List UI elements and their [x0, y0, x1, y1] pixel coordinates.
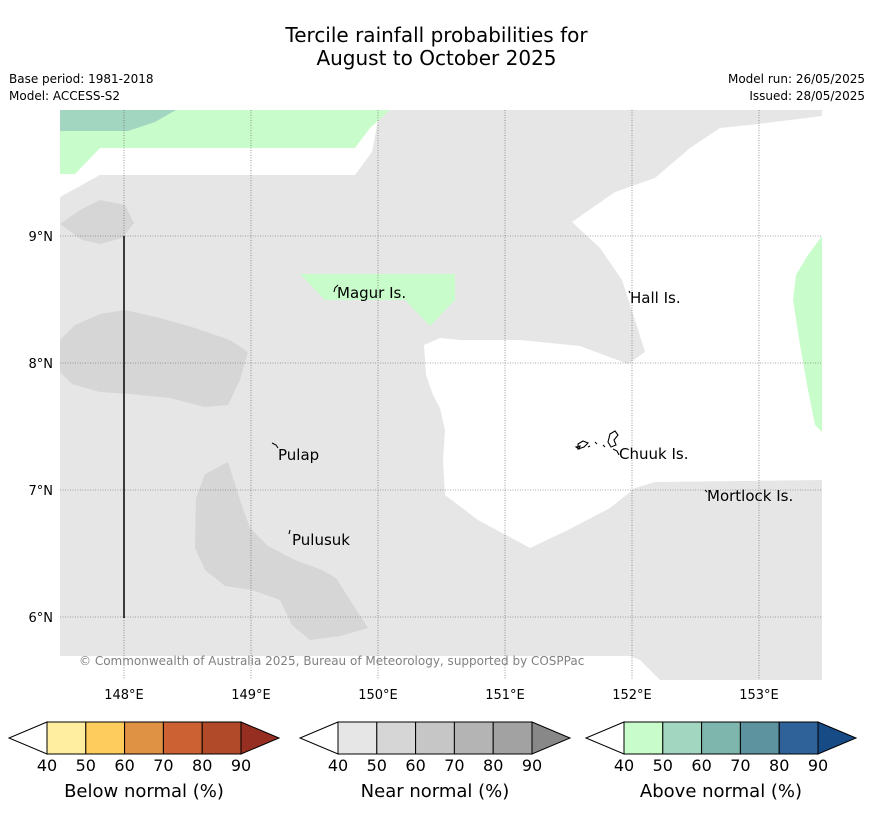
near-normal-50-region-south [195, 462, 368, 640]
below-normal-colorbar-segment [124, 721, 164, 755]
header-left: Base period: 1981-2018 Model: ACCESS-S2 [9, 71, 154, 105]
below-normal-colorbar-upper-arrow [240, 721, 281, 755]
near-normal-colorbar-upper-arrow [531, 721, 572, 755]
above-normal-colorbar-segment [739, 721, 780, 755]
lon-label-150e: 150°E [358, 688, 398, 703]
above-normal-colorbar-tick-label: 90 [808, 756, 828, 775]
map-plot-area: Magur Is. Hall Is. Pulap Chuuk Is. Mortl… [60, 110, 822, 680]
near-normal-colorbar-tick-label: 70 [444, 756, 464, 775]
map-title-line-1: Tercile rainfall probabilities for [285, 23, 588, 47]
lon-label-153e: 153°E [739, 688, 779, 703]
above-normal-colorbar-segment [623, 721, 664, 755]
above-normal-colorbar-tick-label: 40 [614, 756, 634, 775]
lon-label-148e: 148°E [104, 688, 144, 703]
place-label-magur: Magur Is. [337, 284, 406, 302]
near-normal-colorbar-segment [415, 721, 455, 755]
above-normal-colorbar-tick-label: 60 [691, 756, 711, 775]
base-period-text: Base period: 1981-2018 [9, 72, 154, 86]
island-mortlock [704, 489, 708, 493]
island-hall [628, 290, 631, 294]
lon-label-149e: 149°E [231, 688, 271, 703]
below-normal-colorbar-tick-label: 70 [153, 756, 173, 775]
latitude-labels: 9°N 8°N 7°N 6°N [29, 230, 54, 626]
below-normal-colorbar-tick-label: 50 [76, 756, 96, 775]
above-normal-colorbar-label: Above normal (%) [640, 781, 802, 802]
near-normal-colorbar-tick-label: 60 [405, 756, 425, 775]
map-title-line-2: August to October 2025 [316, 46, 557, 70]
lat-label-7n: 7°N [29, 484, 54, 499]
near-normal-50-region-west [60, 310, 248, 407]
below-normal-colorbar-segment [46, 721, 87, 755]
lon-label-151e: 151°E [485, 688, 525, 703]
place-label-pulap: Pulap [278, 446, 319, 464]
below-normal-colorbar-segment [85, 721, 126, 755]
below-normal-colorbar-segment [162, 721, 203, 755]
above-normal-colorbar-segment [701, 721, 741, 755]
issued-text: Issued: 28/05/2025 [749, 89, 865, 103]
near-normal-colorbar-tick-label: 80 [483, 756, 503, 775]
place-label-pulusuk: Pulusuk [292, 531, 350, 549]
near-normal-colorbar-segment [453, 721, 494, 755]
model-run-text: Model run: 26/05/2025 [727, 72, 865, 86]
near-normal-colorbar-tick-label: 90 [522, 756, 542, 775]
island-pulap [271, 442, 279, 449]
longitude-labels: 148°E 149°E 150°E 151°E 152°E 153°E [104, 688, 779, 703]
islands [271, 284, 708, 535]
above-normal-colorbar-tick-label: 80 [769, 756, 789, 775]
above-normal-40-region-magur [300, 274, 455, 326]
above-normal-colorbar-segment [662, 721, 703, 755]
above-normal-colorbar-lower-arrow [584, 721, 625, 755]
header-right: Model run: 26/05/2025 Issued: 28/05/2025 [728, 71, 865, 105]
above-normal-colorbar: 40 50 60 70 80 90 Above normal (%) [584, 721, 858, 802]
island-pulusuk [288, 529, 291, 535]
copyright-text: © Commonwealth of Australia 2025, Bureau… [79, 654, 584, 668]
colorbar-legends: 40 50 60 70 80 90 Below normal (%) 40 50 60 70 80 90… [7, 721, 858, 802]
island-chuuk-group [574, 430, 620, 456]
place-label-mortlock: Mortlock Is. [707, 487, 793, 505]
near-normal-colorbar-tick-label: 50 [367, 756, 387, 775]
lon-label-152e: 152°E [612, 688, 652, 703]
above-normal-colorbar-tick-label: 50 [653, 756, 673, 775]
below-normal-colorbar-tick-label: 90 [231, 756, 251, 775]
near-normal-colorbar-segment [337, 721, 378, 755]
place-label-chuuk: Chuuk Is. [619, 445, 688, 463]
lat-label-6n: 6°N [29, 611, 54, 626]
lat-label-9n: 9°N [29, 230, 54, 245]
below-normal-colorbar-segment [201, 721, 242, 755]
near-normal-50-region-north [60, 200, 134, 244]
model-text: Model: ACCESS-S2 [9, 89, 121, 103]
below-normal-colorbar-tick-label: 80 [192, 756, 212, 775]
above-normal-50-region [60, 110, 176, 131]
below-normal-colorbar-tick-label: 40 [37, 756, 57, 775]
place-labels: Magur Is. Hall Is. Pulap Chuuk Is. Mortl… [278, 284, 793, 549]
place-label-hall: Hall Is. [630, 289, 681, 307]
near-normal-colorbar-segment [376, 721, 417, 755]
below-normal-colorbar-lower-arrow [7, 721, 48, 755]
above-normal-colorbar-tick-label: 70 [730, 756, 750, 775]
near-normal-colorbar: 40 50 60 70 80 90 Near normal (%) [298, 721, 572, 802]
above-normal-40-region-east [793, 236, 822, 432]
below-normal-colorbar-tick-label: 60 [114, 756, 134, 775]
island-magur [333, 284, 339, 293]
near-normal-colorbar-tick-label: 40 [328, 756, 348, 775]
below-normal-colorbar: 40 50 60 70 80 90 Below normal (%) [7, 721, 281, 802]
above-normal-colorbar-upper-arrow [817, 721, 858, 755]
near-normal-colorbar-label: Near normal (%) [361, 781, 510, 802]
near-normal-colorbar-lower-arrow [298, 721, 339, 755]
lat-label-8n: 8°N [29, 357, 54, 372]
near-normal-colorbar-segment [492, 721, 533, 755]
below-normal-colorbar-label: Below normal (%) [64, 781, 224, 802]
above-normal-colorbar-segment [778, 721, 819, 755]
